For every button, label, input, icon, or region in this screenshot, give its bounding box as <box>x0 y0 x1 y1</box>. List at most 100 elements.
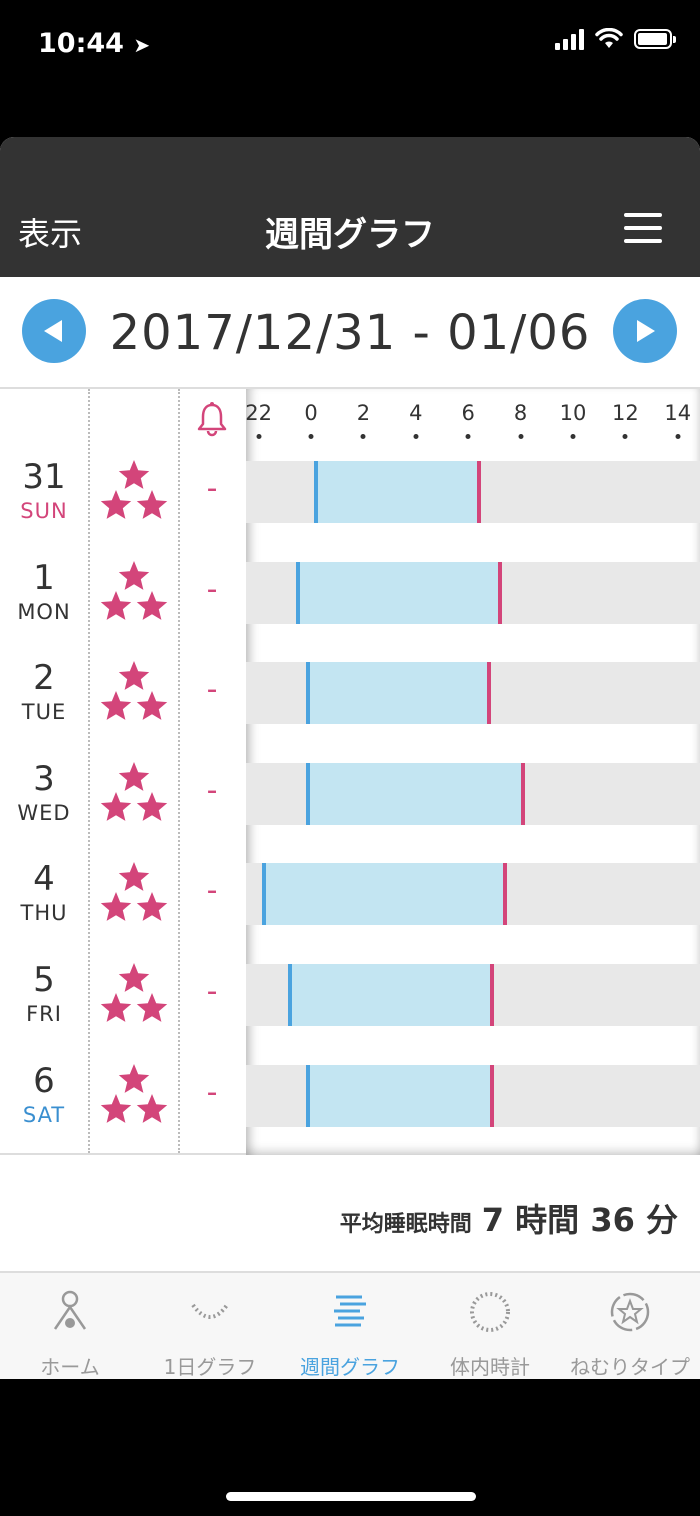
column-divider <box>88 389 90 1153</box>
axis-tick-dot <box>413 434 419 439</box>
day-number: 6 <box>33 1060 55 1101</box>
sleep-bar[interactable] <box>263 863 505 926</box>
average-sleep-value: 7 時間 36 分 <box>481 1201 678 1239</box>
axis-tick-label: 0 <box>304 401 318 425</box>
wake-marker <box>497 561 502 624</box>
wake-marker <box>489 1064 494 1127</box>
sleep-rating-stars <box>100 459 168 525</box>
axis-tick-dot <box>465 434 471 439</box>
day-number: 1 <box>33 557 55 598</box>
menu-icon[interactable] <box>624 213 662 243</box>
wake-marker <box>476 461 481 523</box>
sleep-bar[interactable] <box>316 461 479 523</box>
tab-home[interactable]: ホーム <box>0 1273 140 1379</box>
star-icon <box>118 661 150 691</box>
sleep-start-marker <box>261 863 266 926</box>
prev-week-button[interactable] <box>22 299 86 363</box>
home-icon <box>53 1290 87 1330</box>
star-icon <box>136 1093 168 1123</box>
sleep-rating-stars <box>100 1063 168 1129</box>
axis-tick-dot <box>308 434 314 439</box>
day-number: 5 <box>33 960 55 1000</box>
nav-bar: 表示 週間グラフ <box>0 137 700 277</box>
day-name: FRI <box>26 1002 62 1026</box>
star-icon <box>118 963 150 992</box>
sleep-bar[interactable] <box>297 561 500 624</box>
tab-daily-graph[interactable]: 1日グラフ <box>140 1273 280 1379</box>
axis-tick-label: 2 <box>356 401 371 425</box>
sleep-type-icon <box>610 1292 650 1332</box>
sleep-start-marker <box>288 964 293 1026</box>
day-number: 3 <box>33 758 55 799</box>
day-name: MON <box>17 599 71 624</box>
sleep-rating-stars <box>100 560 168 626</box>
triangle-left-icon <box>44 320 62 342</box>
axis-tick-label: 8 <box>513 401 528 425</box>
star-icon <box>118 460 150 489</box>
star-icon <box>136 993 168 1022</box>
alarm-value: - <box>206 471 218 506</box>
sleep-start-marker <box>306 762 311 825</box>
sleep-bar[interactable] <box>290 964 492 1026</box>
wake-marker <box>502 863 507 926</box>
sleep-bar[interactable] <box>308 1064 492 1127</box>
star-icon <box>100 892 132 922</box>
star-icon <box>136 590 168 620</box>
tab-sleep-type[interactable]: ねむりタイプ <box>560 1273 700 1379</box>
axis-tick-label: 12 <box>612 401 639 425</box>
battery-icon <box>634 29 676 49</box>
tab-label: 1日グラフ <box>163 1355 257 1379</box>
page-title: 週間グラフ <box>265 215 435 255</box>
location-arrow-icon: ➤ <box>133 33 151 57</box>
tab-label: 週間グラフ <box>300 1355 400 1379</box>
day-number: 2 <box>33 658 55 699</box>
sleep-rating-stars <box>100 962 168 1028</box>
day-name: THU <box>20 901 68 926</box>
app-window: 表示 週間グラフ 2017/12/31 - 01/06 22 0 2 4 6 8 10 12 1… <box>0 137 700 1379</box>
column-divider <box>178 389 180 1153</box>
home-indicator <box>226 1492 476 1501</box>
average-sleep: 平均睡眠時間 7 時間 36 分 <box>340 1195 678 1241</box>
daily-graph-icon <box>191 1303 229 1319</box>
next-week-button[interactable] <box>613 299 677 363</box>
status-time: 10:44 ➤ <box>38 28 151 59</box>
axis-tick-dot <box>360 434 366 439</box>
star-icon <box>100 590 132 620</box>
axis-tick-dot <box>622 434 628 439</box>
weekly-table: 22 0 2 4 6 8 10 12 14 31 SUN -1 MON -2 TUE -3 WED -4 THU -… <box>0 387 700 1155</box>
weekly-graph-icon <box>334 1295 366 1327</box>
star-icon <box>100 1093 132 1123</box>
day-name: SAT <box>22 1102 66 1127</box>
sleep-bar[interactable] <box>308 662 490 725</box>
star-icon <box>118 560 150 590</box>
triangle-right-icon <box>637 320 655 342</box>
display-button[interactable]: 表示 <box>18 215 83 253</box>
sleep-graph: 22 0 2 4 6 8 10 12 14 <box>245 389 700 1155</box>
bell-icon <box>197 402 227 437</box>
axis-tick-dot <box>256 434 262 439</box>
star-icon <box>100 490 132 519</box>
sleep-bar[interactable] <box>308 762 524 825</box>
tab-label: 体内時計 <box>450 1355 530 1379</box>
axis-tick-dot <box>570 434 576 439</box>
axis-tick-label: 10 <box>559 401 587 425</box>
sleep-rating-stars <box>100 660 168 726</box>
star-icon <box>100 791 132 821</box>
tab-weekly-graph[interactable]: 週間グラフ <box>280 1273 420 1379</box>
star-icon <box>136 791 168 821</box>
alarm-value: - <box>206 571 218 607</box>
sleep-rating-stars <box>100 761 168 827</box>
alarm-value: - <box>206 772 218 808</box>
day-number: 4 <box>33 859 55 900</box>
day-name: TUE <box>21 700 67 725</box>
axis-tick-label: 4 <box>409 401 423 425</box>
wake-marker <box>521 762 526 825</box>
tab-body-clock[interactable]: 体内時計 <box>420 1273 560 1379</box>
star-icon <box>100 691 132 721</box>
star-icon <box>118 1063 150 1093</box>
star-icon <box>136 892 168 922</box>
average-sleep-label: 平均睡眠時間 <box>339 1212 472 1237</box>
axis-tick-label: 22 <box>245 401 272 425</box>
sleep-start-marker <box>306 662 311 725</box>
axis-tick-label: 6 <box>461 401 475 425</box>
